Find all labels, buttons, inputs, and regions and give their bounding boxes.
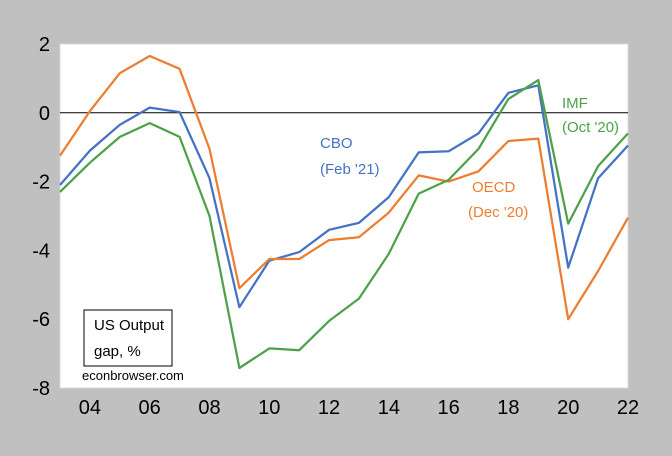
series-lines: [59, 54, 629, 370]
x-tick-label: 04: [79, 397, 101, 419]
cbo-series-line: [59, 84, 629, 309]
oecd-series-line: [59, 54, 629, 321]
x-tick-label: 18: [497, 397, 519, 419]
legend-line1: US Output: [94, 317, 165, 334]
x-tick-label: 20: [557, 397, 579, 419]
imf-label-line1: IMF: [562, 95, 588, 112]
cbo-label-line1: CBO: [320, 135, 353, 152]
x-axis: 04 06 08 10 12 14 16 18 20 22: [79, 397, 639, 419]
imf-series-line: [59, 78, 629, 370]
y-tick-label: -8: [32, 378, 50, 400]
y-tick-label: -4: [32, 240, 50, 262]
credit-text: econbrowser.com: [82, 368, 184, 383]
legend-line2: gap, %: [94, 343, 141, 360]
y-tick-label: -2: [32, 172, 50, 194]
cbo-label-line2: (Feb '21): [320, 161, 380, 178]
x-tick-label: 06: [139, 397, 161, 419]
x-tick-label: 12: [318, 397, 340, 419]
y-axis: 2 0 -2 -4 -6 -8: [32, 34, 50, 400]
y-tick-label: 2: [39, 34, 50, 56]
x-tick-label: 08: [198, 397, 220, 419]
x-tick-label: 22: [617, 397, 639, 419]
y-tick-label: -6: [32, 309, 50, 331]
x-tick-label: 14: [378, 397, 400, 419]
legend-box: [83, 309, 173, 367]
x-tick-label: 10: [258, 397, 280, 419]
x-tick-label: 16: [438, 397, 460, 419]
imf-label-line2: (Oct '20): [562, 119, 619, 136]
y-tick-label: 0: [39, 103, 50, 125]
oecd-label-line1: OECD: [472, 179, 516, 196]
oecd-label-line2: (Dec '20): [468, 204, 528, 221]
